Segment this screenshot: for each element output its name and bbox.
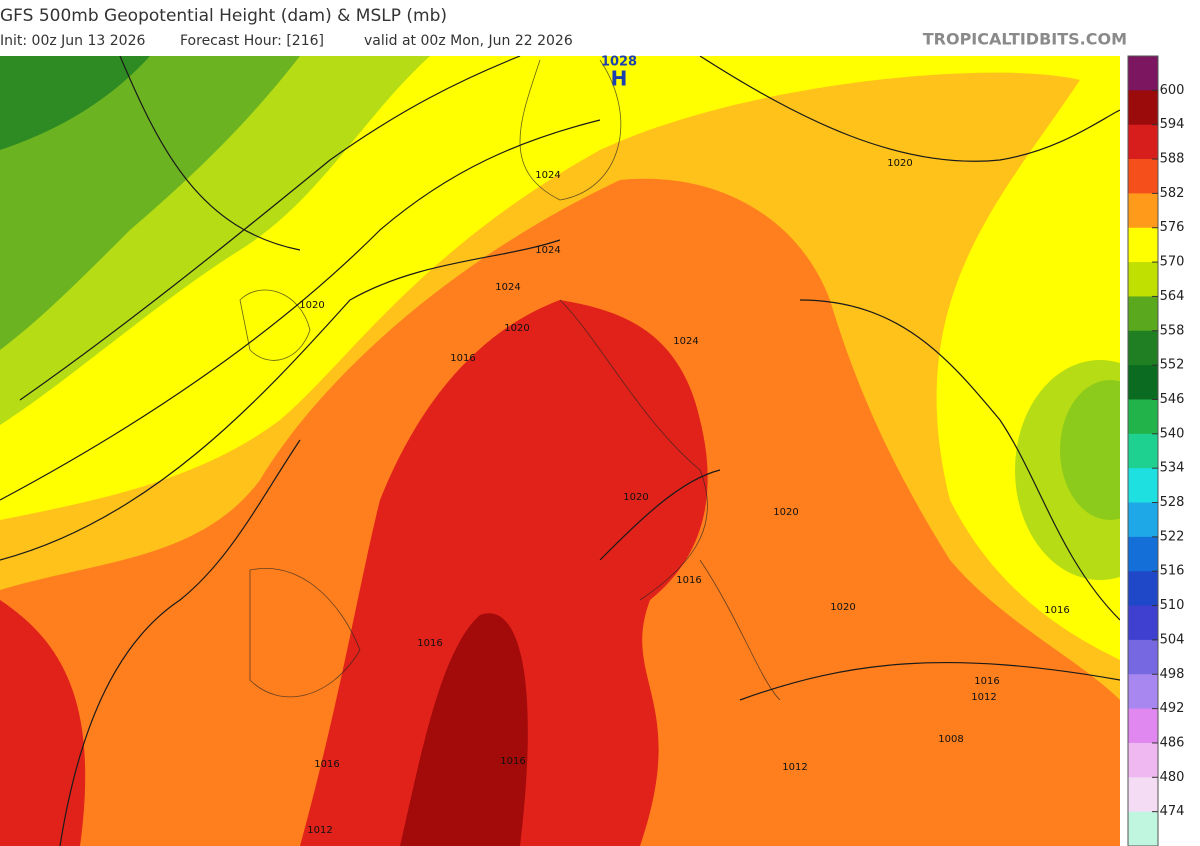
coastline <box>239 59 781 701</box>
colorbar-swatch <box>1128 330 1158 366</box>
isobar-label: 1020 <box>504 323 529 334</box>
height-fill <box>0 56 300 350</box>
colorbar-swatch <box>1128 605 1158 641</box>
colorbar-label: 552 <box>1160 358 1185 373</box>
colorbar-swatch <box>1128 159 1158 194</box>
colorbar-swatch <box>1128 262 1158 297</box>
isobar-label: 1024 <box>495 282 520 293</box>
colorbar-label: 570 <box>1160 255 1185 270</box>
isobar-label: 1012 <box>782 762 807 773</box>
colorbar-swatch <box>1128 571 1158 607</box>
isobar-label: 1012 <box>971 692 996 703</box>
height-fill <box>0 600 86 846</box>
isobar-label: 1020 <box>623 492 648 503</box>
colorbar-label: 474 <box>1160 804 1185 819</box>
colorbar-swatch <box>1128 124 1158 160</box>
colorbar-swatch <box>1128 674 1158 710</box>
height-fill <box>1060 380 1120 520</box>
isobar-label: 1016 <box>314 759 339 770</box>
site-credit: TROPICALTIDBITS.COM <box>923 30 1127 49</box>
isobar-label: 1020 <box>887 158 912 169</box>
isobar-label: 1024 <box>535 245 560 256</box>
colorbar-swatch <box>1128 708 1158 744</box>
colorbar-label: 564 <box>1160 289 1185 304</box>
colorbar-label: 486 <box>1160 735 1185 750</box>
colorbar-label: 522 <box>1160 529 1185 544</box>
colorbar-swatch <box>1128 399 1158 435</box>
colorbar-swatch <box>1128 227 1158 263</box>
colorbar-swatch <box>1128 811 1158 846</box>
colorbar-swatch <box>1128 502 1158 538</box>
colorbar-swatch <box>1128 433 1158 469</box>
colorbar-label: 498 <box>1160 667 1185 682</box>
isobar-label: 1016 <box>450 353 475 364</box>
init-time: Init: 00z Jun 13 2026 <box>0 33 145 49</box>
isobar-label: 1024 <box>535 170 560 181</box>
isobar-label: 1016 <box>974 676 999 687</box>
valid-time: valid at 00z Mon, Jun 22 2026 <box>364 33 573 49</box>
isobar-label: 1016 <box>1044 605 1069 616</box>
isobar <box>0 56 1120 846</box>
colorbar-label: 510 <box>1160 598 1185 613</box>
high-letter: H <box>611 67 628 91</box>
colorbar-label: 480 <box>1160 770 1185 785</box>
colorbar-swatch <box>1128 742 1158 778</box>
colorbar-swatch <box>1128 468 1158 504</box>
colorbar-label: 546 <box>1160 392 1185 407</box>
colorbar: 600 594 588 582 576 570 564 558 552 546 540 534 528 5… <box>1127 55 1185 846</box>
colorbar-label: 594 <box>1160 117 1185 132</box>
colorbar-label: 540 <box>1160 426 1185 441</box>
isobar-label: 1008 <box>938 734 963 745</box>
isobar-label: 1024 <box>673 336 698 347</box>
colorbar-swatch <box>1128 365 1158 400</box>
colorbar-label: 492 <box>1160 701 1185 716</box>
colorbar-label: 582 <box>1160 186 1185 201</box>
map-fill <box>0 56 1120 846</box>
colorbar-frame <box>1127 55 1159 846</box>
colorbar-label: 588 <box>1160 152 1185 167</box>
colorbar-swatch <box>1128 56 1158 91</box>
colorbar-swatch <box>1128 536 1158 572</box>
title: GFS 500mb Geopotential Height (dam) & MS… <box>0 6 447 26</box>
isobar-label: 1020 <box>299 300 324 311</box>
map: H 1028 1024 1020 1024 1024 1020 1020 1016 1024 1… <box>0 55 1120 846</box>
isobar-label: 1016 <box>676 575 701 586</box>
colorbar-label: 576 <box>1160 220 1185 235</box>
colorbar-swatch <box>1128 639 1158 675</box>
colorbar-label: 504 <box>1160 632 1185 647</box>
colorbar-swatch <box>1128 90 1158 126</box>
isobar-label: 1012 <box>307 825 332 836</box>
isobar-label: 1016 <box>417 638 442 649</box>
colorbar-swatch <box>1128 777 1158 813</box>
colorbar-label: 516 <box>1160 564 1185 579</box>
height-fill <box>300 300 708 846</box>
colorbar-label: 558 <box>1160 323 1185 338</box>
height-fill <box>0 56 150 150</box>
colorbar-label: 534 <box>1160 461 1185 476</box>
high-pressure: 1028 <box>601 55 637 70</box>
colorbar-label: 528 <box>1160 495 1185 510</box>
forecast-hour: Forecast Hour: [216] <box>180 33 324 49</box>
height-fill <box>400 613 528 846</box>
isobar-label: 1016 <box>500 756 525 767</box>
colorbar-swatch <box>1128 193 1158 229</box>
colorbar-label: 600 <box>1160 83 1185 98</box>
isobar-label: 1020 <box>773 507 798 518</box>
colorbar-swatch <box>1128 296 1158 332</box>
isobar-label: 1020 <box>830 602 855 613</box>
